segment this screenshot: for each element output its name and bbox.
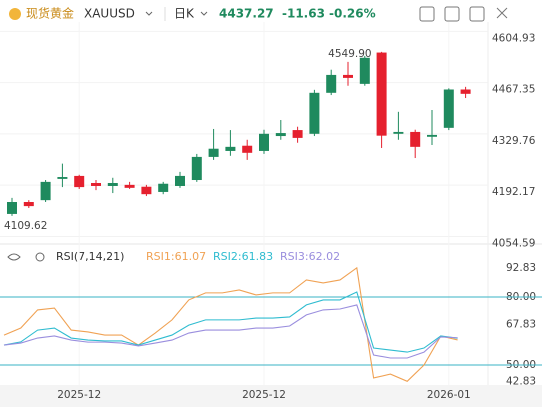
candle-body [326,74,337,93]
candle-body [242,145,253,153]
candle-body [275,133,286,137]
rsi-line [3,266,458,382]
x-tick-label: 2026-01 [427,389,471,401]
candle-body [74,175,85,188]
legend-entry: RSI2:61.83 [213,250,273,263]
candle-body [175,175,185,186]
y-tick-label: 4604.93 [492,32,535,44]
candle-body [141,186,152,195]
candle-body [460,89,471,94]
candle-body [443,89,454,128]
candle-body [191,156,202,181]
gold-icon [9,8,21,20]
x-tick-label: 2025-12 [57,389,101,401]
change: -11.63 [282,7,325,21]
y-tick-label: 67.83 [506,319,536,331]
candle-body [107,182,118,186]
candle-body [376,52,387,136]
candle-body [393,131,404,134]
toolbar [419,6,508,22]
legend-entry: RSI3:62.02 [280,250,340,263]
candle-body [427,134,437,137]
candle-body [158,183,169,192]
candle-body [292,130,303,138]
candle-body [410,131,421,147]
close-icon[interactable] [496,7,508,19]
candle-body [7,202,17,214]
time-axis-bg [0,385,542,407]
dropdown-icon[interactable] [200,11,208,16]
indicator-title: RSI(7,14,21) [56,250,124,263]
y-tick-label: 4192.17 [492,186,535,198]
x-tick-label: 2025-12 [242,389,286,401]
y-tick-label: 42.83 [506,375,536,387]
candle-body [124,184,135,188]
y-tick-label: 4329.76 [492,135,536,147]
high-annotation: 4549.90 [328,48,371,60]
candle-body [359,57,370,84]
candle-body [309,92,320,134]
candle-body [91,182,101,186]
low-annotation: 4109.62 [4,220,47,232]
instrument-name[interactable]: 现货黄金 [26,6,74,21]
price: 4437.27 [219,7,274,21]
y-tick-label: 4054.59 [492,237,535,249]
candle-body [259,133,269,151]
candle-body [23,202,34,207]
candle-body [40,181,51,201]
rsi-line [3,291,458,353]
legend-entry: RSI1:61.07 [146,250,206,263]
settings-icon[interactable] [35,252,45,262]
tool-icon[interactable] [469,6,485,22]
tool-icon[interactable] [444,6,460,22]
candle-body [208,148,219,157]
eye-icon[interactable] [7,253,21,261]
candle-body [343,74,353,78]
period[interactable]: 日K [174,7,195,21]
y-tick-label: 92.83 [506,262,536,274]
tool-icon[interactable] [419,6,435,22]
rsi-line [3,304,458,359]
symbol[interactable]: XAUUSD [84,7,135,21]
dropdown-icon[interactable] [145,11,153,16]
y-tick-label: 4467.35 [492,84,535,96]
candle-body [225,146,236,151]
candle-body [57,177,68,179]
change-pct: -0.26% [329,7,376,21]
